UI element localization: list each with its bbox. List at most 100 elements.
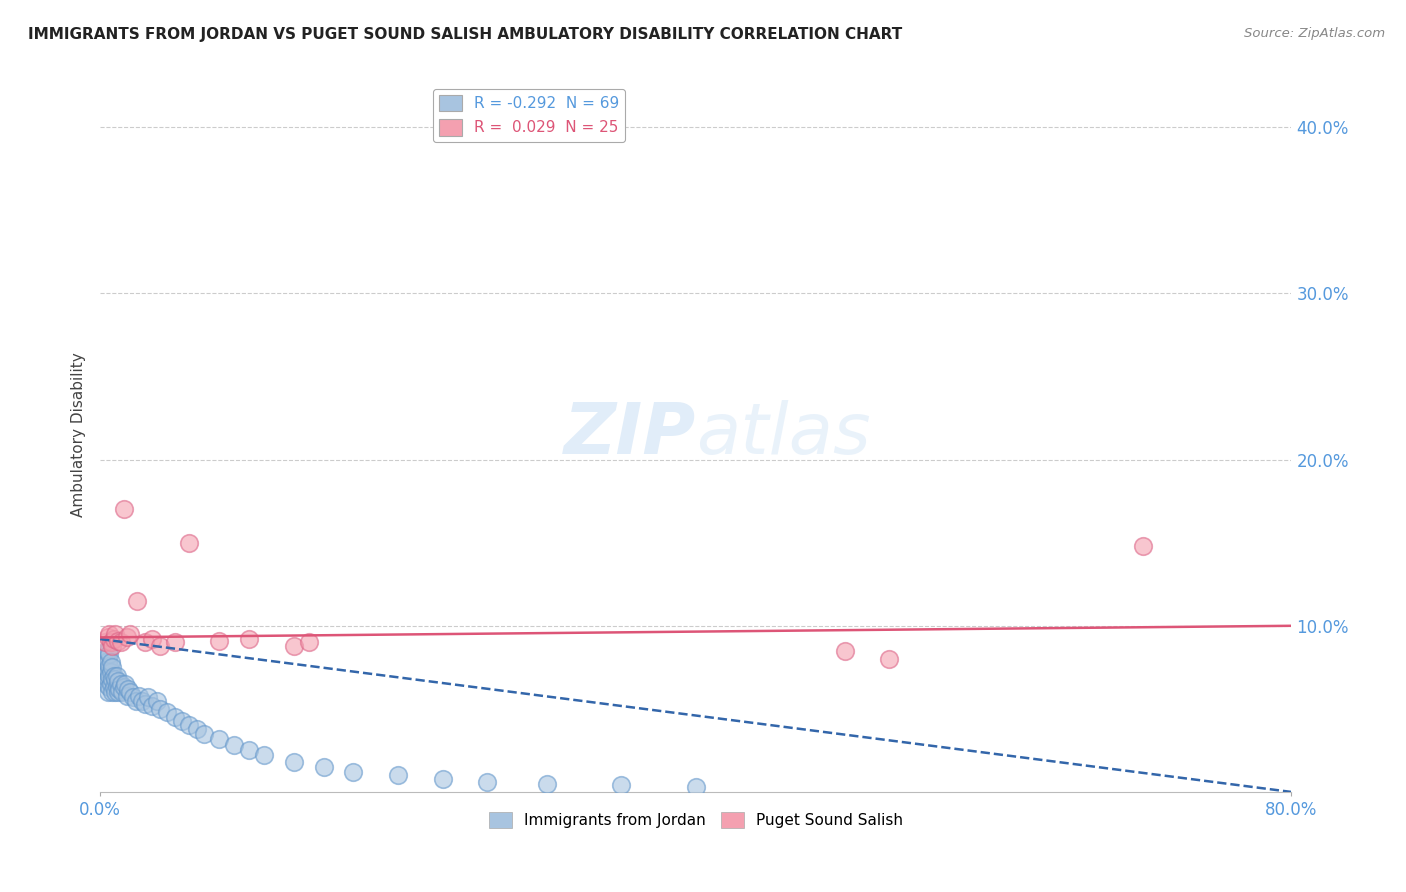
Point xyxy=(97,672,120,686)
Point xyxy=(117,681,139,696)
Point xyxy=(131,693,153,707)
Point xyxy=(208,633,231,648)
Point xyxy=(98,627,121,641)
Point xyxy=(103,632,125,646)
Point xyxy=(100,677,122,691)
Point xyxy=(97,664,120,678)
Point xyxy=(128,689,150,703)
Point xyxy=(97,631,120,645)
Point xyxy=(91,672,114,686)
Point xyxy=(97,685,120,699)
Point xyxy=(94,677,117,691)
Point xyxy=(193,727,215,741)
Y-axis label: Ambulatory Disability: Ambulatory Disability xyxy=(72,352,86,517)
Point xyxy=(90,660,112,674)
Point xyxy=(122,690,145,705)
Point xyxy=(112,680,135,694)
Point xyxy=(93,668,115,682)
Point xyxy=(105,668,128,682)
Point xyxy=(112,502,135,516)
Point xyxy=(91,652,114,666)
Point xyxy=(104,672,127,686)
Point xyxy=(93,648,115,663)
Point xyxy=(93,635,115,649)
Point xyxy=(149,639,172,653)
Point xyxy=(283,755,305,769)
Point xyxy=(136,690,159,705)
Point xyxy=(94,644,117,658)
Point xyxy=(98,647,121,661)
Point xyxy=(118,685,141,699)
Point xyxy=(156,705,179,719)
Point xyxy=(208,731,231,746)
Point xyxy=(879,652,901,666)
Point xyxy=(111,685,134,699)
Point xyxy=(283,639,305,653)
Text: IMMIGRANTS FROM JORDAN VS PUGET SOUND SALISH AMBULATORY DISABILITY CORRELATION C: IMMIGRANTS FROM JORDAN VS PUGET SOUND SA… xyxy=(28,27,903,42)
Point xyxy=(98,658,121,673)
Point xyxy=(94,656,117,670)
Point xyxy=(224,739,246,753)
Point xyxy=(145,693,167,707)
Point xyxy=(104,685,127,699)
Point xyxy=(101,660,124,674)
Point xyxy=(127,594,149,608)
Point xyxy=(94,665,117,680)
Point xyxy=(97,654,120,668)
Point xyxy=(342,764,364,779)
Point xyxy=(98,680,121,694)
Point xyxy=(610,778,633,792)
Point xyxy=(105,680,128,694)
Point xyxy=(179,535,201,549)
Text: Source: ZipAtlas.com: Source: ZipAtlas.com xyxy=(1244,27,1385,40)
Point xyxy=(253,748,276,763)
Point xyxy=(97,644,120,658)
Point xyxy=(163,710,186,724)
Point xyxy=(477,775,499,789)
Point xyxy=(1132,539,1154,553)
Point xyxy=(107,633,129,648)
Point xyxy=(101,672,124,686)
Point xyxy=(536,777,558,791)
Point xyxy=(110,635,132,649)
Point xyxy=(141,632,163,646)
Point xyxy=(238,632,260,646)
Point xyxy=(297,635,319,649)
Point xyxy=(432,772,454,786)
Text: ZIP: ZIP xyxy=(564,401,696,469)
Point xyxy=(141,698,163,713)
Point xyxy=(100,665,122,680)
Point xyxy=(110,677,132,691)
Text: atlas: atlas xyxy=(696,401,870,469)
Point xyxy=(114,677,136,691)
Point xyxy=(186,722,208,736)
Point xyxy=(98,668,121,682)
Point xyxy=(108,681,131,696)
Point xyxy=(115,631,138,645)
Point xyxy=(149,702,172,716)
Point xyxy=(107,685,129,699)
Point xyxy=(101,685,124,699)
Point xyxy=(387,768,409,782)
Point xyxy=(125,693,148,707)
Point xyxy=(93,660,115,674)
Point xyxy=(238,743,260,757)
Point xyxy=(115,689,138,703)
Point xyxy=(134,697,156,711)
Point xyxy=(118,627,141,641)
Point xyxy=(179,718,201,732)
Point xyxy=(100,656,122,670)
Point xyxy=(685,780,707,794)
Point xyxy=(107,673,129,688)
Point xyxy=(170,714,193,728)
Point xyxy=(134,635,156,649)
Point xyxy=(104,627,127,641)
Point xyxy=(312,760,335,774)
Point xyxy=(834,644,856,658)
Point xyxy=(163,635,186,649)
Legend: Immigrants from Jordan, Puget Sound Salish: Immigrants from Jordan, Puget Sound Sali… xyxy=(482,805,910,834)
Point xyxy=(100,635,122,649)
Point xyxy=(103,668,125,682)
Point xyxy=(103,680,125,694)
Point xyxy=(101,639,124,653)
